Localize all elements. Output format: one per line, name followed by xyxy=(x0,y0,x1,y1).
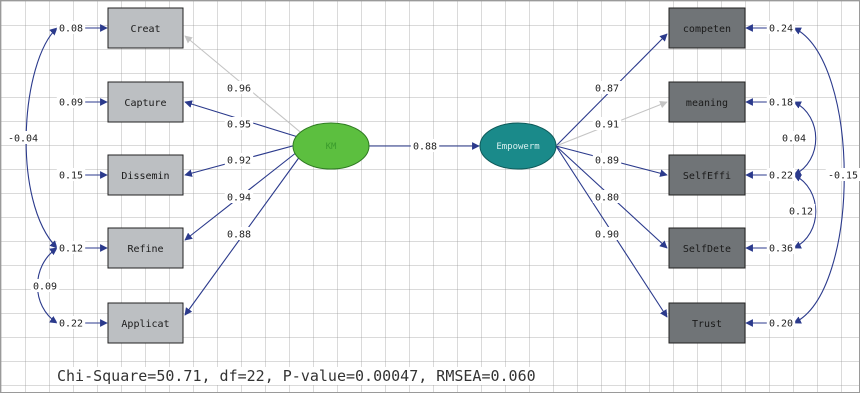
loading-value: 0.91 xyxy=(595,120,619,131)
indicator-label: meaning xyxy=(686,98,728,109)
error-variance-bg xyxy=(766,21,796,34)
indicator-label: Applicat xyxy=(121,319,169,330)
loading-value: 0.89 xyxy=(595,156,619,167)
error-variance-bg xyxy=(766,95,796,108)
loading-value-bg xyxy=(224,153,254,166)
indicator-label: Refine xyxy=(127,244,163,255)
error-variance: 0.24 xyxy=(769,24,793,35)
indicator-box xyxy=(107,227,184,269)
covariance-value: -0.15 xyxy=(828,171,858,182)
indicator-box xyxy=(668,302,746,344)
indicator-label: Creat xyxy=(130,24,160,35)
structural-path-coefficient: 0.88 xyxy=(413,142,437,153)
loading-value-bg xyxy=(592,153,622,166)
indicator-box xyxy=(107,81,184,123)
error-variance-bg xyxy=(766,316,796,329)
indicator-box xyxy=(107,7,184,49)
error-variance-bg xyxy=(56,21,86,34)
loading-value-bg xyxy=(592,117,622,130)
indicator-box xyxy=(668,7,746,49)
loading-value-bg xyxy=(224,117,254,130)
latent-km-label: KM xyxy=(326,142,337,152)
covariance-value: 0.12 xyxy=(789,207,813,218)
error-variance: 0.18 xyxy=(769,98,793,109)
indicator-label: SelfEffi xyxy=(683,171,731,182)
error-variance-bg xyxy=(766,241,796,254)
latent-empowerment xyxy=(479,122,557,170)
loading-value: 0.92 xyxy=(227,156,251,167)
loading-value: 0.90 xyxy=(595,230,619,241)
loading-value-bg xyxy=(224,227,254,240)
covariance-value-bg xyxy=(779,131,809,144)
covariance-value: -0.04 xyxy=(8,134,38,145)
indicator-label: Dissemin xyxy=(121,171,169,182)
covariance-value-bg xyxy=(30,279,60,292)
loading-value-bg xyxy=(224,190,254,203)
loading-value: 0.87 xyxy=(595,84,619,95)
error-variance-bg xyxy=(56,316,86,329)
indicator-label: competen xyxy=(683,24,731,35)
loading-value-bg xyxy=(592,81,622,94)
loading-value: 0.94 xyxy=(227,193,251,204)
fit-statistics: Chi-Square=50.71, df=22, P-value=0.00047… xyxy=(55,367,538,385)
error-variance: 0.15 xyxy=(59,171,83,182)
error-variance-bg xyxy=(766,168,796,181)
loading-value: 0.80 xyxy=(595,193,619,204)
loading-value: 0.88 xyxy=(227,230,251,241)
loading-value: 0.95 xyxy=(227,120,251,131)
error-variance: 0.36 xyxy=(769,244,793,255)
error-variance-bg xyxy=(56,95,86,108)
indicator-label: Capture xyxy=(124,98,166,109)
error-variance: 0.12 xyxy=(59,244,83,255)
structural-path-coefficient-bg xyxy=(410,139,440,152)
indicator-box xyxy=(107,302,184,344)
covariance-value: 0.04 xyxy=(782,134,806,145)
loading-value-bg xyxy=(592,227,622,240)
latent-km xyxy=(292,122,370,170)
error-variance-bg xyxy=(56,241,86,254)
indicator-box xyxy=(668,227,746,269)
indicator-box xyxy=(107,154,184,196)
covariance-curve xyxy=(793,101,817,176)
indicator-label: Trust xyxy=(692,319,722,330)
covariance-value-bg xyxy=(786,204,816,217)
indicator-box xyxy=(668,81,746,123)
covariance-curve xyxy=(793,174,817,249)
loading-value-bg xyxy=(224,81,254,94)
error-variance: 0.22 xyxy=(59,319,83,330)
error-variance: 0.08 xyxy=(59,24,83,35)
latent-empowerment-label: Empowerm xyxy=(496,142,539,152)
covariance-value: 0.09 xyxy=(33,282,57,293)
error-variance: 0.09 xyxy=(59,98,83,109)
error-variance: 0.20 xyxy=(769,319,793,330)
indicator-label: SelfDete xyxy=(683,244,731,255)
covariance-value-bg xyxy=(5,131,41,144)
loading-value: 0.96 xyxy=(227,84,251,95)
covariance-value-bg xyxy=(825,168,860,181)
loading-value-bg xyxy=(592,190,622,203)
error-variance-bg xyxy=(56,168,86,181)
indicator-box xyxy=(668,154,746,196)
error-variance: 0.22 xyxy=(769,171,793,182)
